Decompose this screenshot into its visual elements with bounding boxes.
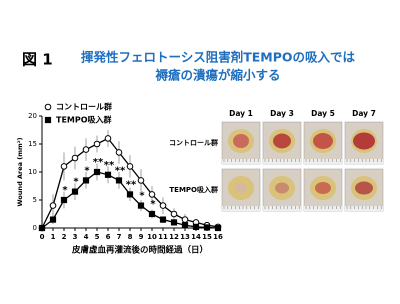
marker — [159, 202, 167, 209]
significance: ** — [115, 165, 126, 176]
marker — [60, 196, 68, 204]
significance: * — [139, 191, 145, 202]
marker — [115, 177, 123, 184]
wound — [313, 133, 333, 149]
marker — [192, 223, 200, 230]
x-tick-label: 16 — [213, 233, 223, 241]
x-tick-label: 12 — [169, 233, 179, 241]
y-tick-label: 15 — [28, 140, 37, 148]
marker — [148, 191, 156, 198]
y-tick-label: 20 — [28, 112, 37, 120]
marker — [49, 202, 57, 209]
wound — [315, 182, 331, 194]
x-tick-label: 6 — [106, 233, 111, 241]
ruler — [304, 206, 342, 211]
marker — [104, 135, 112, 142]
y-axis-label: Wound Area (mm²) — [16, 137, 24, 206]
ruler — [304, 159, 342, 164]
marker — [115, 149, 123, 156]
marker — [137, 202, 145, 209]
marker — [137, 177, 145, 184]
x-tick-label: 2 — [62, 233, 67, 241]
x-tick-label: 10 — [147, 233, 157, 241]
significance: ** — [104, 160, 115, 171]
marker — [126, 191, 134, 198]
x-tick-label: 0 — [40, 233, 45, 241]
wound — [233, 134, 249, 148]
significance: * — [62, 185, 68, 196]
significance: * — [150, 199, 156, 210]
marker — [93, 140, 101, 148]
ruler — [222, 159, 260, 164]
y-tick-label: 0 — [33, 224, 37, 232]
x-tick-label: 4 — [84, 233, 89, 241]
marker — [126, 163, 134, 170]
marker — [82, 146, 90, 153]
significance: ** — [93, 157, 104, 168]
x-tick-label: 14 — [191, 233, 201, 241]
wound — [355, 181, 373, 195]
wound — [235, 183, 247, 193]
y-tick-label: 5 — [33, 196, 37, 204]
marker — [181, 216, 189, 223]
x-tick-label: 5 — [95, 233, 100, 241]
marker — [203, 224, 211, 231]
significance: * — [73, 177, 79, 188]
marker — [170, 210, 178, 218]
x-tick-label: 13 — [180, 233, 190, 241]
ruler — [263, 159, 301, 164]
x-tick-label: 1 — [51, 233, 56, 241]
marker — [181, 222, 189, 229]
marker — [214, 224, 222, 232]
column-label: Day 5 — [311, 109, 335, 118]
figure-label: 図 1 — [22, 51, 53, 69]
y-tick-label: 10 — [28, 168, 37, 176]
row-label: TEMPO吸入群 — [169, 185, 218, 194]
marker — [71, 188, 79, 195]
marker — [60, 163, 68, 170]
x-tick-label: 9 — [139, 233, 144, 241]
legend-marker — [44, 103, 52, 111]
x-axis-label: 皮膚虚血再灌流後の時間経過（日） — [71, 245, 208, 256]
x-tick-label: 3 — [73, 233, 78, 241]
wound — [275, 182, 289, 194]
x-tick-label: 11 — [158, 233, 168, 241]
significance: ** — [126, 179, 137, 190]
legend-label: TEMPO吸入群 — [56, 115, 112, 125]
wound — [353, 132, 375, 150]
marker — [49, 216, 57, 223]
headline: 揮発性フェロトーシス阻害剤TEMPOの吸入では — [81, 50, 356, 65]
marker — [104, 171, 112, 178]
marker — [82, 177, 90, 184]
legend-label: コントロール群 — [56, 102, 112, 112]
ruler — [345, 159, 383, 164]
marker — [93, 168, 101, 176]
marker — [159, 216, 167, 223]
x-tick-label: 15 — [202, 233, 212, 241]
marker — [71, 154, 79, 162]
wound — [273, 133, 291, 149]
photo-panel: Day 1 Day 3 Day 5 Day 7 コントロール群 TEMPO吸入群 — [169, 109, 384, 212]
ruler — [222, 206, 260, 211]
column-label: Day 7 — [352, 109, 376, 118]
significance: * — [84, 165, 90, 176]
ruler — [345, 206, 383, 211]
marker — [148, 210, 156, 218]
x-tick-label: 7 — [117, 233, 122, 241]
column-label: Day 3 — [270, 109, 294, 118]
marker — [170, 219, 178, 226]
marker — [38, 224, 46, 232]
headline: 褥瘡の潰瘍が縮小する — [154, 68, 280, 83]
ruler — [263, 206, 301, 211]
column-label: Day 1 — [229, 109, 253, 118]
row-label: コントロール群 — [169, 138, 218, 147]
legend-marker — [44, 116, 52, 124]
x-tick-label: 8 — [128, 233, 133, 241]
